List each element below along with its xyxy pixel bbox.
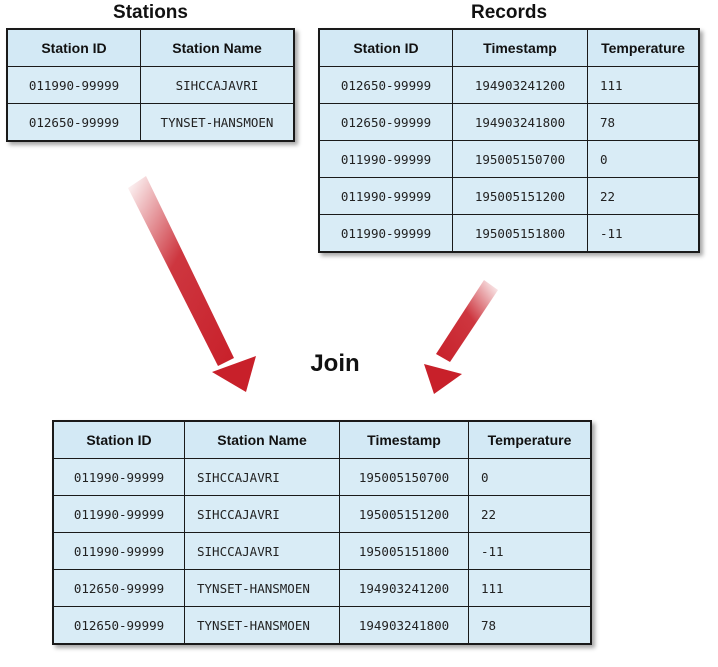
table-cell: -11 (468, 532, 592, 570)
table-cell: 78 (587, 103, 700, 141)
table-cell: TYNSET-HANSMOEN (184, 606, 340, 645)
table-row: 012650-99999 194903241800 78 (318, 103, 700, 141)
table-cell: 195005151200 (339, 495, 469, 533)
join-table: Station ID Station Name Timestamp Temper… (52, 420, 592, 645)
table-row: 012650-99999 TYNSET-HANSMOEN (6, 103, 295, 142)
table-header-row: Station ID Station Name (6, 28, 295, 67)
table-header-row: Station ID Station Name Timestamp Temper… (52, 420, 592, 459)
column-header: Station ID (318, 28, 453, 67)
table-cell: 195005151200 (452, 177, 588, 215)
column-header: Temperature (587, 28, 700, 67)
stations-title: Stations (113, 2, 188, 23)
arrow-stations-to-join (128, 176, 256, 392)
column-header: Station Name (184, 420, 340, 459)
table-row: 011990-99999 SIHCCAJAVRI 195005151200 22 (52, 495, 592, 533)
table-cell: 012650-99999 (52, 606, 185, 645)
column-header: Station ID (52, 420, 185, 459)
table-cell: 111 (587, 66, 700, 104)
table-cell: 78 (468, 606, 592, 645)
join-title: Join (310, 350, 360, 377)
table-cell: 0 (468, 458, 592, 496)
table-cell: 111 (468, 569, 592, 607)
column-header: Temperature (468, 420, 592, 459)
table-cell: 011990-99999 (318, 214, 453, 253)
table-row: 011990-99999 SIHCCAJAVRI 195005150700 0 (52, 458, 592, 496)
table-cell: 011990-99999 (318, 140, 453, 178)
table-cell: SIHCCAJAVRI (184, 532, 340, 570)
table-cell: 011990-99999 (52, 532, 185, 570)
table-cell: 195005150700 (452, 140, 588, 178)
table-cell: 012650-99999 (52, 569, 185, 607)
table-row: 012650-99999 TYNSET-HANSMOEN 19490324180… (52, 606, 592, 645)
stations-table: Station ID Station Name 011990-99999 SIH… (6, 28, 295, 142)
table-cell: 011990-99999 (6, 66, 141, 104)
table-cell: 194903241200 (339, 569, 469, 607)
table-row: 011990-99999 195005150700 0 (318, 140, 700, 178)
arrow-records-to-join (424, 280, 498, 394)
column-header: Station ID (6, 28, 141, 67)
table-row: 011990-99999 SIHCCAJAVRI 195005151800 -1… (52, 532, 592, 570)
table-cell: SIHCCAJAVRI (184, 458, 340, 496)
column-header: Station Name (140, 28, 295, 67)
records-title: Records (470, 2, 548, 23)
table-cell: 195005151800 (339, 532, 469, 570)
table-cell: -11 (587, 214, 700, 253)
table-cell: 0 (587, 140, 700, 178)
table-cell: SIHCCAJAVRI (184, 495, 340, 533)
table-cell: TYNSET-HANSMOEN (140, 103, 295, 142)
table-cell: TYNSET-HANSMOEN (184, 569, 340, 607)
table-cell: 012650-99999 (318, 103, 453, 141)
column-header: Timestamp (339, 420, 469, 459)
table-cell: 22 (468, 495, 592, 533)
records-table: Station ID Timestamp Temperature 012650-… (318, 28, 700, 253)
table-cell: 194903241200 (452, 66, 588, 104)
table-row: 011990-99999 195005151800 -11 (318, 214, 700, 253)
table-cell: 194903241800 (452, 103, 588, 141)
table-row: 011990-99999 SIHCCAJAVRI (6, 66, 295, 104)
table-cell: SIHCCAJAVRI (140, 66, 295, 104)
table-cell: 011990-99999 (52, 458, 185, 496)
table-cell: 195005150700 (339, 458, 469, 496)
table-cell: 194903241800 (339, 606, 469, 645)
table-row: 012650-99999 194903241200 111 (318, 66, 700, 104)
table-cell: 012650-99999 (318, 66, 453, 104)
table-header-row: Station ID Timestamp Temperature (318, 28, 700, 67)
table-cell: 195005151800 (452, 214, 588, 253)
table-cell: 011990-99999 (52, 495, 185, 533)
table-cell: 22 (587, 177, 700, 215)
table-cell: 011990-99999 (318, 177, 453, 215)
table-row: 011990-99999 195005151200 22 (318, 177, 700, 215)
column-header: Timestamp (452, 28, 588, 67)
table-row: 012650-99999 TYNSET-HANSMOEN 19490324120… (52, 569, 592, 607)
table-cell: 012650-99999 (6, 103, 141, 142)
